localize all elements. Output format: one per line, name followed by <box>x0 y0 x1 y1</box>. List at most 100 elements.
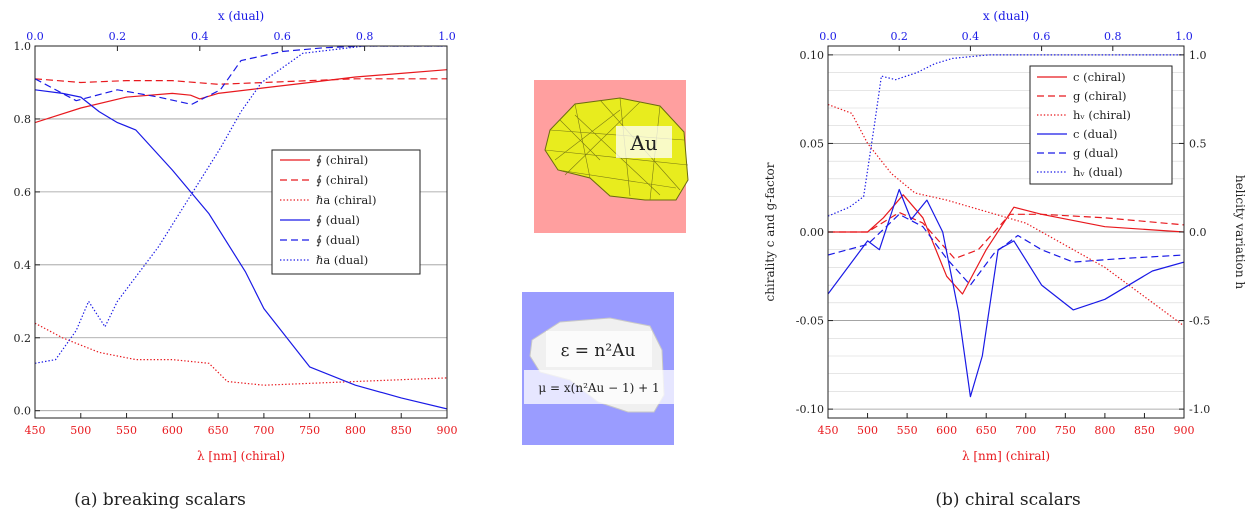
x-tick-label: 850 <box>391 424 412 437</box>
left-legend-box <box>271 149 421 275</box>
x-tick-label: 800 <box>1094 424 1115 437</box>
legend-label-3: hᵥ (chiral) <box>1073 108 1131 122</box>
left-series <box>35 46 447 410</box>
y-tick-label: -0.10 <box>796 403 824 416</box>
x2-tick-label: 1.0 <box>1175 30 1193 43</box>
legend-label-1: c (chiral) <box>1073 70 1126 84</box>
legend-label-2: g (chiral) <box>1073 89 1127 103</box>
x-tick-label: 500 <box>70 424 91 437</box>
legend-label-6: ℏa (dual) <box>316 253 368 267</box>
right-x-axis-label: λ [nm] (chiral) <box>962 449 1050 463</box>
right-ticks: 0.10 0.05 0.00 -0.05 -0.10 1.0 0.5 0.0 -0.5 -1.0 4… <box>796 30 1210 437</box>
au-label: Au <box>629 131 657 155</box>
x-tick-label: 450 <box>818 424 839 437</box>
mu-label-box <box>524 370 674 404</box>
legend-label-4: c (dual) <box>1073 127 1117 141</box>
y-tick-label: 0.05 <box>800 137 825 150</box>
right-x2-axis-label: x (dual) <box>983 9 1029 23</box>
x-tick-label: 600 <box>162 424 183 437</box>
x2-tick-label: 0.8 <box>356 30 374 43</box>
y2-tick-label: 0.5 <box>1189 137 1207 150</box>
x-tick-label: 550 <box>116 424 137 437</box>
x-tick-label: 750 <box>1055 424 1076 437</box>
x2-tick-label: 0.0 <box>26 30 44 43</box>
mu-label: μ = x(n²Au − 1) + 1 <box>538 381 659 395</box>
y-tick-label: 0.0 <box>14 405 32 418</box>
x2-tick-label: 0.0 <box>819 30 837 43</box>
right-y2-axis-label: helicity variation h <box>1233 175 1246 290</box>
y-tick-label: 0.8 <box>14 113 32 126</box>
y-tick-label: 0.10 <box>800 49 825 62</box>
x2-tick-label: 0.8 <box>1104 30 1122 43</box>
left-chart: 0.0 0.2 0.4 0.6 0.8 1.0 450 500 550 600 650 700 750 8… <box>14 9 458 463</box>
legend-label-3: ℏa (chiral) <box>316 193 376 207</box>
legend-label-1: ∮ (chiral) <box>316 153 368 167</box>
legend-label-5: ∮ (dual) <box>316 233 360 247</box>
left-x-axis-label: λ [nm] (chiral) <box>197 449 285 463</box>
right-legend-box <box>1029 65 1173 185</box>
series-line-4 <box>35 89 447 410</box>
series-line-3 <box>828 103 1184 327</box>
series-line-6 <box>828 54 1184 217</box>
y-tick-label: 0.2 <box>14 332 32 345</box>
x-tick-label: 700 <box>1015 424 1036 437</box>
series-line-5 <box>35 46 447 106</box>
series-line-2 <box>828 211 1184 260</box>
x-tick-label: 900 <box>1174 424 1195 437</box>
series-line-1 <box>828 194 1184 295</box>
series-line-2 <box>35 78 447 85</box>
y-tick-label: 0.00 <box>800 226 825 239</box>
x-tick-label: 900 <box>437 424 458 437</box>
x2-tick-label: 0.6 <box>273 30 291 43</box>
y2-tick-label: 0.0 <box>1189 226 1207 239</box>
series-line-3 <box>35 322 447 386</box>
inset-dual-particle: ε = n²Au μ = x(n²Au − 1) + 1 <box>522 292 674 445</box>
x-tick-label: 850 <box>1134 424 1155 437</box>
eps-label-box <box>546 331 652 367</box>
x-tick-label: 450 <box>25 424 46 437</box>
series-line-4 <box>828 188 1184 398</box>
y2-tick-label: -1.0 <box>1189 403 1210 416</box>
right-chart: 0.10 0.05 0.00 -0.05 -0.10 1.0 0.5 0.0 -0.5 -1.0 4… <box>763 9 1246 463</box>
y2-tick-label: -0.5 <box>1189 315 1210 328</box>
x2-tick-label: 0.6 <box>1033 30 1051 43</box>
legend-label-4: ∮ (dual) <box>316 213 360 227</box>
x2-tick-label: 0.2 <box>890 30 908 43</box>
right-series <box>828 54 1184 398</box>
legend-label-5: g (dual) <box>1073 146 1118 160</box>
x-tick-label: 600 <box>936 424 957 437</box>
y2-tick-label: 1.0 <box>1189 49 1207 62</box>
right-y-axis-label: chirality c and g-factor <box>763 162 777 301</box>
left-plot-frame <box>34 45 448 419</box>
x-tick-label: 750 <box>299 424 320 437</box>
x-tick-label: 650 <box>976 424 997 437</box>
y-tick-label: 0.4 <box>14 259 32 272</box>
eps-label: ε = n²Au <box>561 341 636 361</box>
caption-left: (a) breaking scalars <box>74 490 246 510</box>
caption-right: (b) chiral scalars <box>935 490 1080 510</box>
y-tick-label: -0.05 <box>796 315 824 328</box>
left-x2-axis-label: x (dual) <box>218 9 264 23</box>
x2-tick-label: 0.2 <box>109 30 127 43</box>
x-tick-label: 700 <box>253 424 274 437</box>
au-label-box <box>616 126 672 158</box>
x2-tick-label: 0.4 <box>962 30 980 43</box>
left-legend: ∮ (chiral) ∮ (chiral) ℏa (chiral) ∮ (dual) ∮… <box>271 149 421 275</box>
y-tick-label: 1.0 <box>14 40 32 53</box>
x-tick-label: 800 <box>345 424 366 437</box>
series-line-5 <box>828 213 1184 286</box>
series-line-6 <box>35 46 447 364</box>
left-ticks: 0.0 0.2 0.4 0.6 0.8 1.0 450 500 550 600 650 700 750 8… <box>14 30 458 437</box>
y-tick-label: 0.6 <box>14 186 32 199</box>
right-legend: c (chiral) g (chiral) hᵥ (chiral) c (dual) g… <box>1029 65 1173 185</box>
x2-tick-label: 1.0 <box>438 30 456 43</box>
series-line-1 <box>35 69 447 124</box>
x-tick-label: 500 <box>857 424 878 437</box>
x2-tick-label: 0.4 <box>191 30 209 43</box>
inset-au-particle: Au <box>534 80 689 233</box>
legend-label-2: ∮ (chiral) <box>316 173 368 187</box>
x-tick-label: 550 <box>897 424 918 437</box>
legend-label-6: hᵥ (dual) <box>1073 165 1123 179</box>
x-tick-label: 650 <box>208 424 229 437</box>
